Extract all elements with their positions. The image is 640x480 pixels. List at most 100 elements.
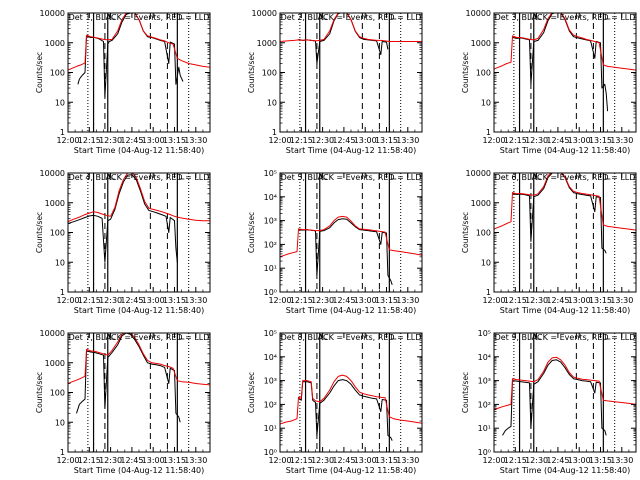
y-tick-label: 10³ (264, 217, 277, 226)
y-tick-label: 10³ (478, 377, 491, 386)
x-tick-label: 13:30 (184, 296, 207, 305)
y-tick-label: 1 (272, 128, 277, 137)
y-tick-label: 1 (486, 128, 491, 137)
y-tick-label: 10000 (466, 9, 491, 18)
event-rate-line (68, 174, 178, 263)
x-tick-label: 12:15 (290, 296, 313, 305)
x-tick-label: 12:00 (482, 136, 505, 145)
y-tick-label: 10¹ (478, 424, 491, 433)
x-tick-label: 12:00 (268, 296, 291, 305)
x-tick-label: 12:15 (290, 456, 313, 465)
x-tick-label: 13:15 (375, 456, 398, 465)
y-tick-label: 10⁵ (264, 329, 277, 338)
y-axis-label: Counts/sec (35, 372, 44, 413)
x-axis-label: Start Time (04-Aug-12 11:58:40) (500, 306, 631, 315)
x-tick-label: 13:15 (589, 136, 612, 145)
event-rate-line (298, 379, 393, 441)
x-tick-label: 13:30 (610, 136, 633, 145)
y-tick-label: 10³ (264, 377, 277, 386)
y-tick-label: 10¹ (264, 264, 277, 273)
x-tick-label: 12:15 (504, 456, 527, 465)
y-tick-label: 10² (478, 400, 491, 409)
x-tick-label: 12:30 (99, 456, 122, 465)
x-axis-label: Start Time (04-Aug-12 11:58:40) (74, 146, 205, 155)
axes-frame (67, 172, 211, 293)
x-tick-label: 12:45 (546, 456, 569, 465)
top-marker-bracket (604, 174, 611, 180)
detector-panel-4: 1 10 100 1000 10000 12:0012:1512:3012:4513:00… (35, 169, 211, 315)
x-tick-label: 13:30 (184, 136, 207, 145)
x-tick-label: 13:00 (568, 136, 591, 145)
x-tick-label: 12:15 (78, 296, 101, 305)
panel-plot-area (68, 333, 210, 452)
y-tick-label: 10⁵ (478, 329, 491, 338)
y-axis-label: Counts/sec (247, 372, 256, 413)
lld-rate-line (494, 13, 636, 71)
x-tick-label: 12:00 (56, 136, 79, 145)
y-tick-label: 10000 (252, 9, 277, 18)
x-tick-label: 12:30 (525, 296, 548, 305)
panel-title: Det 3, BLACK = Events, RED = LLD (495, 13, 636, 22)
y-tick-label: 10⁰ (264, 288, 277, 297)
x-tick-label: 13:15 (163, 136, 186, 145)
y-tick-label: 10⁵ (264, 169, 277, 178)
panel-plot-area (494, 13, 636, 132)
x-axis-label: Start Time (04-Aug-12 11:58:40) (286, 466, 417, 475)
event-rate-line (76, 333, 181, 423)
x-tick-label: 12:15 (504, 296, 527, 305)
y-tick-label: 10 (267, 98, 277, 107)
x-tick-label: 12:15 (504, 136, 527, 145)
y-tick-label: 1 (60, 288, 65, 297)
top-marker-bracket (535, 174, 541, 180)
lld-rate-line (68, 333, 210, 386)
top-marker-bracket (321, 334, 327, 340)
panel-title: Det 2, BLACK = Events, RED = LLD (281, 13, 422, 22)
lld-rate-line (68, 173, 210, 223)
detector-panel-9: 10⁰10¹10²10³10⁴10⁵12:0012:1512:3012:4513… (461, 329, 637, 475)
detector-panel-8: 10⁰10¹10²10³10⁴10⁵12:0012:1512:3012:4513… (247, 329, 423, 475)
top-marker-bracket (535, 334, 541, 340)
detector-panel-7: 1 10 100 1000 10000 12:0012:1512:3012:4513:00… (35, 329, 211, 475)
y-tick-label: 10⁴ (264, 353, 277, 362)
x-tick-label: 12:30 (99, 136, 122, 145)
panel-title: Det 5, BLACK = Events, RED = LLD (281, 173, 422, 182)
x-tick-label: 12:45 (546, 296, 569, 305)
x-tick-label: 12:45 (332, 136, 355, 145)
y-tick-label: 10 (55, 418, 65, 427)
y-tick-label: 10 (55, 258, 65, 267)
panel-plot-area (280, 333, 422, 452)
lld-rate-line (280, 374, 422, 425)
x-tick-label: 13:00 (568, 456, 591, 465)
lld-rate-line (494, 356, 636, 411)
x-tick-label: 13:30 (184, 456, 207, 465)
event-rate-line (502, 359, 607, 436)
x-tick-label: 13:00 (354, 136, 377, 145)
x-tick-label: 13:00 (568, 296, 591, 305)
y-tick-label: 1 (486, 288, 491, 297)
panel-plot-area (494, 173, 636, 292)
x-tick-label: 12:00 (268, 456, 291, 465)
x-tick-label: 12:45 (120, 136, 143, 145)
y-tick-label: 1 (60, 128, 65, 137)
x-tick-label: 12:15 (78, 456, 101, 465)
top-marker-bracket (535, 14, 541, 20)
detector-panel-3: 1 10 100 1000 10000 12:0012:1512:3012:4513:00… (461, 9, 637, 155)
x-axis-label: Start Time (04-Aug-12 11:58:40) (74, 306, 205, 315)
y-tick-label: 1000 (45, 359, 65, 368)
x-tick-label: 13:00 (354, 456, 377, 465)
lld-rate-line (280, 13, 422, 42)
y-tick-label: 10⁰ (478, 448, 491, 457)
panel-title: Det 4, BLACK = Events, RED = LLD (69, 173, 210, 182)
axes-frame (279, 172, 423, 293)
x-axis-label: Start Time (04-Aug-12 11:58:40) (286, 306, 417, 315)
y-tick-label: 10² (264, 400, 277, 409)
x-tick-label: 12:30 (311, 296, 334, 305)
x-tick-label: 13:15 (375, 296, 398, 305)
top-marker-bracket (604, 14, 611, 20)
x-tick-label: 13:00 (142, 456, 165, 465)
x-axis-label: Start Time (04-Aug-12 11:58:40) (500, 466, 631, 475)
x-tick-label: 12:00 (482, 456, 505, 465)
panel-plot-area (68, 173, 210, 292)
lld-rate-line (68, 13, 210, 71)
